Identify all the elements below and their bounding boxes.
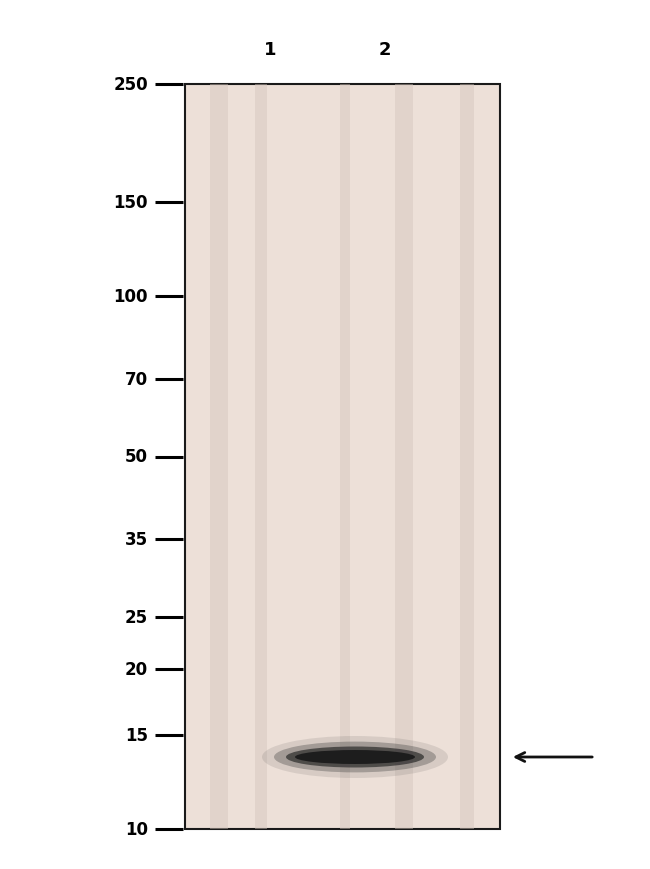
Bar [255, 85, 267, 829]
Text: 70: 70 [125, 370, 148, 388]
Bar [395, 85, 413, 829]
Text: 20: 20 [125, 660, 148, 678]
Bar [340, 85, 350, 829]
Bar [210, 85, 228, 829]
Text: 1: 1 [264, 41, 276, 59]
Text: 35: 35 [125, 530, 148, 548]
Text: 100: 100 [114, 288, 148, 306]
Text: 25: 25 [125, 608, 148, 627]
Text: 15: 15 [125, 726, 148, 745]
Text: 2: 2 [379, 41, 391, 59]
Ellipse shape [262, 736, 448, 778]
Ellipse shape [274, 742, 436, 773]
Ellipse shape [286, 746, 424, 767]
Text: 10: 10 [125, 820, 148, 838]
Text: 250: 250 [113, 76, 148, 94]
Text: 50: 50 [125, 448, 148, 466]
Ellipse shape [295, 750, 415, 764]
Bar [460, 85, 474, 829]
Bar [185, 85, 500, 829]
Text: 150: 150 [114, 194, 148, 212]
